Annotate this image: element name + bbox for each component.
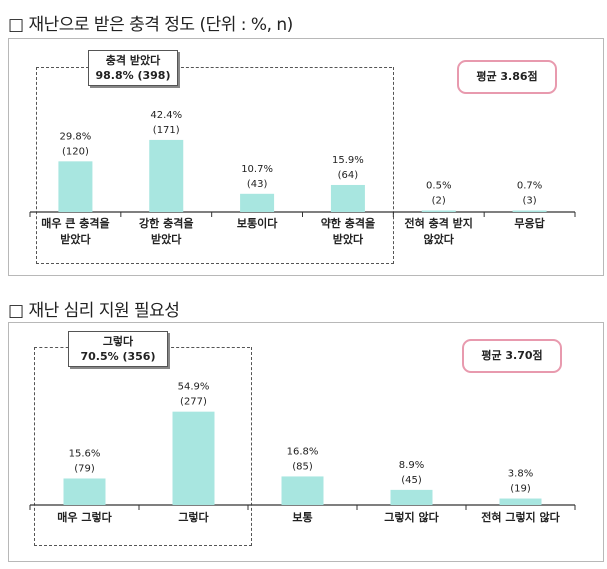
chart1-value-label: 10.7% xyxy=(241,164,273,175)
chart1-group-label-value: 98.8% (398) xyxy=(95,69,171,82)
chart1-group-bracket xyxy=(36,67,394,264)
chart2-category-line: 그렇지 않다 xyxy=(384,511,439,524)
chart2-bracket-top-right xyxy=(166,347,250,348)
chart2-group-label-value: 70.5% (356) xyxy=(80,350,156,363)
chart1-count-label: (3) xyxy=(522,196,536,207)
chart2-average-box: 평균 3.70점 xyxy=(462,339,562,373)
chart1-bar xyxy=(58,161,93,212)
chart2-group-label: 그렇다 70.5% (356) xyxy=(68,331,168,367)
chart2-value-label: 54.9% xyxy=(178,382,210,393)
chart2-bar xyxy=(390,489,433,505)
chart1-group-label-title: 충격 받았다 xyxy=(105,54,161,67)
chart1-category-line: 약한 충격을 xyxy=(320,217,376,230)
chart2-category-label: 매우 그렇다 xyxy=(30,510,139,526)
chart1-value-label: 15.9% xyxy=(332,155,364,166)
chart2-count-label: (277) xyxy=(180,397,207,408)
chart2-bar xyxy=(499,498,542,505)
chart2-count-label: (79) xyxy=(74,463,95,474)
chart1-category-line: 받았다 xyxy=(60,233,91,246)
chart2-value-label: 16.8% xyxy=(287,446,319,457)
chart2-group-label-title: 그렇다 xyxy=(102,335,134,348)
chart1-category-line: 강한 충격을 xyxy=(139,217,194,230)
chart1-title: □ 재난으로 받은 충격 정도 (단위 : %, n) xyxy=(8,15,293,35)
chart2-bracket-top-left xyxy=(34,347,74,348)
chart1-count-label: (43) xyxy=(247,179,268,190)
chart2-title: □ 재난 심리 지원 필요성 xyxy=(8,301,180,321)
chart2-category-line: 그렇다 xyxy=(178,511,209,524)
chart2-category-line: 전혀 그렇지 않다 xyxy=(481,511,560,524)
chart2-count-label: (85) xyxy=(292,461,313,472)
chart1-bracket-top-left xyxy=(36,67,94,68)
chart1-value-label: 42.4% xyxy=(150,110,182,121)
chart2-count-label: (45) xyxy=(401,475,422,486)
chart1-category-line: 않았다 xyxy=(423,233,454,246)
chart1-bracket-top-right xyxy=(176,67,392,68)
chart1-count-label: (171) xyxy=(153,125,180,136)
chart2-category-line: 매우 그렇다 xyxy=(57,511,112,524)
chart1-average-box: 평균 3.86점 xyxy=(457,60,557,94)
chart1-bar xyxy=(149,139,184,212)
chart1-bar xyxy=(421,210,456,212)
chart1-category-line: 무응답 xyxy=(514,217,545,230)
chart1-category-line: 받았다 xyxy=(151,233,182,246)
chart1-category-label: 보통이다 xyxy=(212,216,303,232)
chart2-bar xyxy=(281,476,324,505)
chart1-category-line: 매우 큰 충격을 xyxy=(41,217,110,230)
chart2-value-label: 15.6% xyxy=(69,448,101,459)
chart1-category-line: 보통이다 xyxy=(236,217,278,230)
chart2-bar xyxy=(63,478,106,505)
chart2-value-label: 3.8% xyxy=(508,469,533,480)
chart2-count-label: (19) xyxy=(510,484,531,495)
chart2-category-label: 그렇다 xyxy=(139,510,248,526)
chart2-category-line: 보통 xyxy=(292,511,313,524)
chart2-value-label: 8.9% xyxy=(399,460,424,471)
chart1-bar xyxy=(240,193,275,212)
chart1-category-line: 받았다 xyxy=(332,233,364,246)
chart2-category-label: 보통 xyxy=(248,510,357,526)
chart1-count-label: (2) xyxy=(432,196,446,207)
chart1-count-label: (64) xyxy=(338,170,359,181)
chart2-category-label: 그렇지 않다 xyxy=(357,510,466,526)
chart1-category-line: 전혀 충격 받지 xyxy=(404,217,473,230)
chart1-bar xyxy=(512,210,547,212)
chart1-value-label: 0.5% xyxy=(426,181,451,192)
chart1-category-label: 무응답 xyxy=(484,216,575,232)
chart2-group-bracket xyxy=(34,347,252,546)
chart1-value-label: 0.7% xyxy=(517,181,542,192)
chart1-value-label: 29.8% xyxy=(60,131,92,142)
chart2-category-label: 전혀 그렇지 않다 xyxy=(466,510,575,526)
chart2-bar xyxy=(172,411,215,505)
chart1-count-label: (120) xyxy=(62,146,89,157)
chart1-group-label: 충격 받았다 98.8% (398) xyxy=(88,50,178,86)
chart1-bar xyxy=(330,184,365,212)
